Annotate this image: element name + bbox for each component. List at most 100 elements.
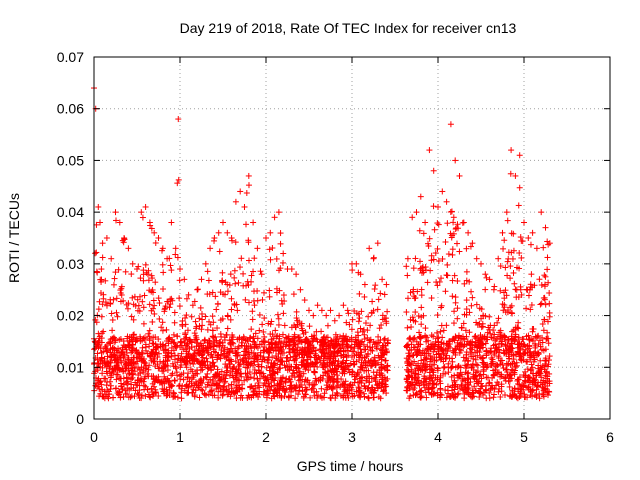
data-point: [369, 298, 376, 305]
data-point: [473, 361, 480, 368]
data-point: [476, 338, 483, 345]
data-point: [163, 326, 170, 333]
data-point: [156, 300, 163, 307]
data-point: [445, 360, 452, 367]
data-point: [365, 313, 372, 320]
data-point: [463, 389, 470, 396]
data-point: [121, 343, 128, 350]
data-point: [146, 301, 153, 308]
data-point: [134, 390, 141, 397]
data-point: [155, 350, 162, 357]
data-point: [449, 251, 456, 258]
data-point: [335, 382, 342, 389]
data-point: [335, 358, 342, 365]
data-point: [209, 327, 216, 334]
data-point: [462, 386, 469, 393]
data-point: [233, 376, 240, 383]
data-point: [351, 373, 358, 380]
data-point: [434, 245, 441, 252]
y-tick-label: 0: [76, 411, 84, 427]
data-point: [139, 214, 146, 221]
data-point: [453, 345, 460, 352]
data-point: [455, 390, 462, 397]
data-point: [503, 366, 510, 373]
data-point: [497, 393, 504, 400]
data-point: [225, 349, 232, 356]
data-point: [293, 308, 300, 315]
data-point: [356, 290, 363, 297]
data-point: [478, 324, 485, 331]
data-point: [261, 315, 268, 322]
data-point: [226, 282, 233, 289]
data-point: [443, 322, 450, 329]
data-point: [362, 385, 369, 392]
data-point: [129, 359, 136, 366]
data-point: [176, 277, 183, 284]
data-point: [454, 221, 461, 228]
data-point: [255, 361, 262, 368]
data-point: [515, 325, 522, 332]
data-point: [327, 395, 334, 402]
data-point: [232, 345, 239, 352]
data-point: [293, 352, 300, 359]
data-point: [403, 343, 410, 350]
data-point: [405, 373, 412, 380]
data-point: [300, 330, 307, 337]
y-tick-label: 0.01: [57, 359, 84, 375]
data-point: [418, 292, 425, 299]
data-point: [445, 369, 452, 376]
data-point: [298, 320, 305, 327]
data-point: [524, 343, 531, 350]
data-point: [174, 254, 181, 261]
data-point: [326, 347, 333, 354]
data-point: [383, 390, 390, 397]
data-point: [131, 354, 138, 361]
data-point: [515, 319, 522, 326]
data-point: [139, 298, 146, 305]
data-point: [275, 356, 282, 363]
data-point: [418, 393, 425, 400]
x-tick-label: 0: [90, 429, 98, 445]
data-point: [370, 394, 377, 401]
data-point: [409, 214, 416, 221]
data-point: [340, 302, 347, 309]
data-point: [100, 328, 107, 335]
data-point: [169, 370, 176, 377]
data-point: [199, 316, 206, 323]
data-point: [202, 373, 209, 380]
data-point: [339, 381, 346, 388]
data-point: [167, 262, 174, 269]
data-point: [495, 255, 502, 262]
data-point: [188, 313, 195, 320]
data-point: [101, 355, 108, 362]
data-point: [109, 316, 116, 323]
data-point: [199, 354, 206, 361]
data-point: [448, 208, 455, 215]
data-point: [188, 344, 195, 351]
data-point: [493, 363, 500, 370]
data-point: [215, 394, 222, 401]
data-point: [198, 310, 205, 317]
data-point: [312, 359, 319, 366]
data-point: [253, 390, 260, 397]
data-point: [382, 377, 389, 384]
data-point: [151, 383, 158, 390]
data-point: [435, 334, 442, 341]
data-point: [267, 371, 274, 378]
data-point: [110, 394, 117, 401]
data-point: [168, 350, 175, 357]
data-point: [469, 361, 476, 368]
data-point: [483, 352, 490, 359]
data-point: [428, 332, 435, 339]
data-point: [212, 293, 219, 300]
data-point: [152, 389, 159, 396]
data-point: [324, 322, 331, 329]
data-point: [196, 322, 203, 329]
data-point: [279, 301, 286, 308]
data-point: [486, 389, 493, 396]
data-point: [508, 302, 515, 309]
data-point: [501, 237, 508, 244]
data-point: [154, 354, 161, 361]
data-point: [124, 305, 131, 312]
data-point: [501, 289, 508, 296]
